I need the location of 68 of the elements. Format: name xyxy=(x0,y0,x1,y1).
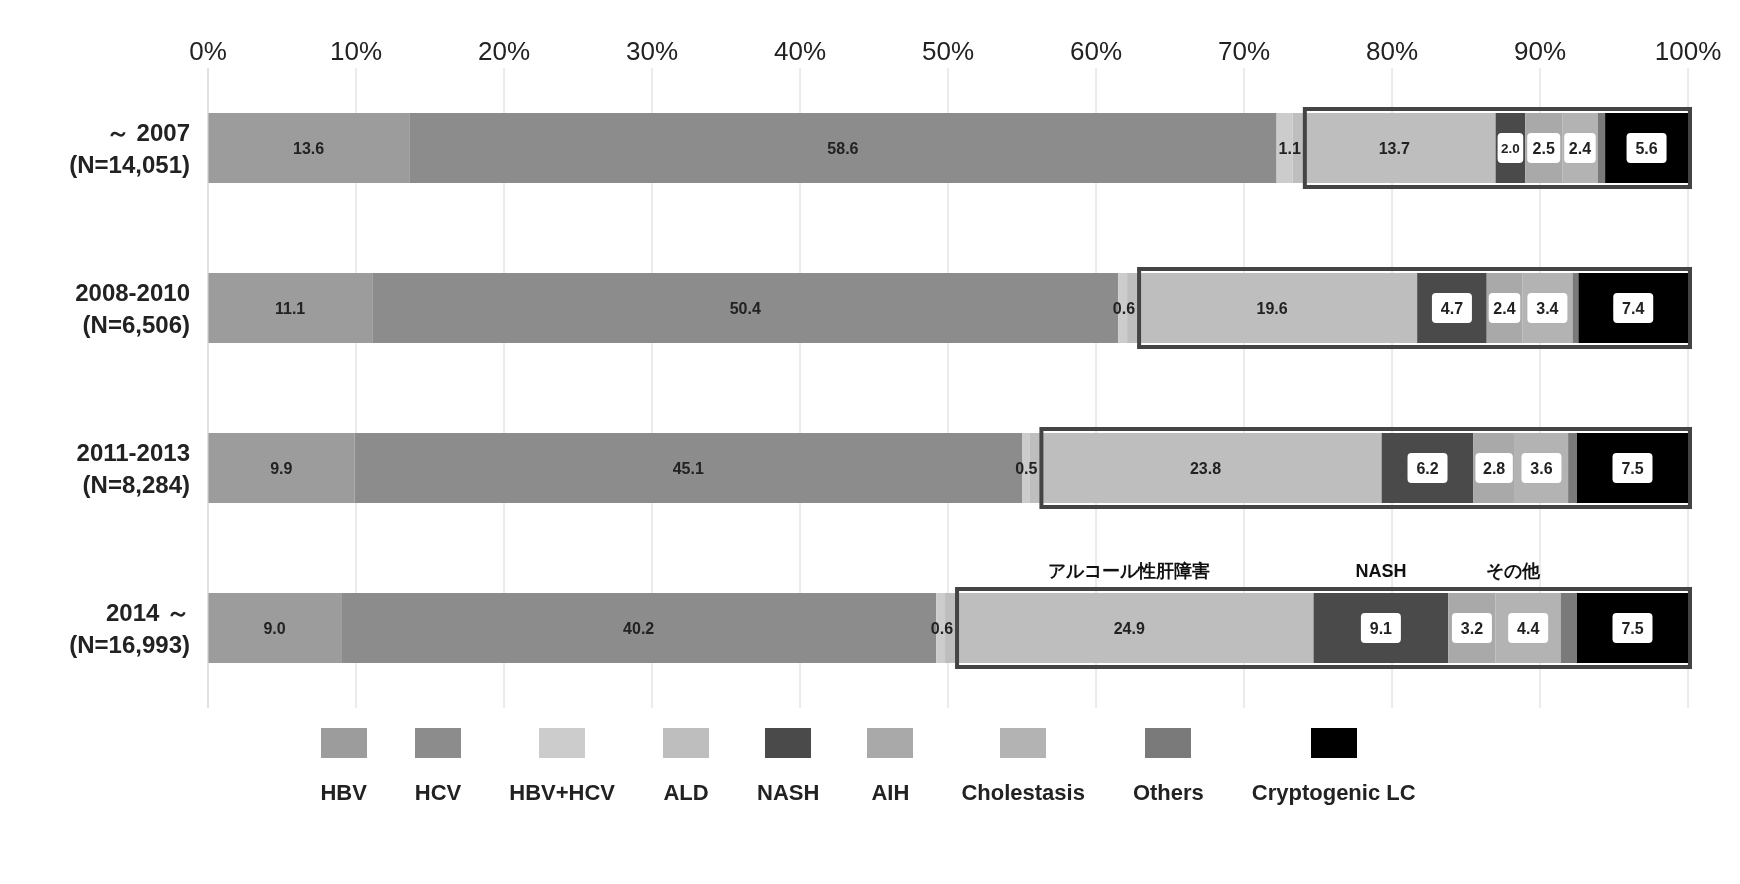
x-tick-label: 0% xyxy=(189,36,227,66)
x-tick-label: 90% xyxy=(1513,36,1567,66)
data-label: 1.1 xyxy=(1278,140,1301,157)
legend-label: AIH xyxy=(871,780,910,806)
data-label: 23.8 xyxy=(1189,459,1222,477)
data-label: 2.0 xyxy=(1501,140,1520,156)
legend-label: HBV xyxy=(320,780,367,806)
bar xyxy=(409,113,1277,183)
data-label: 58.6 xyxy=(827,139,859,157)
legend-label: NASH xyxy=(757,780,820,806)
bar xyxy=(208,593,342,663)
bar xyxy=(1560,593,1577,663)
x-tick-label: 50% xyxy=(921,36,975,66)
data-label: 40.2 xyxy=(623,619,655,637)
data-label: 45.1 xyxy=(672,459,704,477)
data-label: 4.4 xyxy=(1517,619,1540,637)
x-tick-label: 80% xyxy=(1365,36,1419,66)
data-label: 3.2 xyxy=(1460,619,1484,637)
y-tick-label: 2008-2010 (N=6,506) xyxy=(75,279,190,338)
y-tick-label: 2014 ～ (N=16,993) xyxy=(69,599,190,658)
bar xyxy=(1568,433,1577,503)
x-tick-label: 20% xyxy=(477,36,531,66)
data-label: 3.4 xyxy=(1536,299,1559,317)
data-label: 5.6 xyxy=(1635,139,1658,157)
legend-label: HCV xyxy=(414,780,462,806)
data-label: 24.9 xyxy=(1113,619,1145,637)
data-label: 9.0 xyxy=(263,619,286,637)
x-tick-label: 40% xyxy=(773,36,827,66)
data-label: 0.6 xyxy=(930,620,954,637)
annotation: その他 xyxy=(1485,561,1541,581)
data-label: 7.4 xyxy=(1622,299,1645,317)
legend-label: Cholestasis xyxy=(961,780,1085,806)
data-label: 4.7 xyxy=(1440,299,1464,317)
bar xyxy=(1313,593,1449,663)
data-label: 2.5 xyxy=(1532,139,1555,157)
data-label: 3.6 xyxy=(1530,459,1553,477)
data-label: 2.8 xyxy=(1482,459,1506,477)
bar xyxy=(208,433,355,503)
legend-label: ALD xyxy=(663,780,709,806)
data-label: 0.5 xyxy=(1015,460,1038,477)
data-label: 6.2 xyxy=(1416,459,1439,477)
data-label: 50.4 xyxy=(729,299,761,317)
x-tick-label: 10% xyxy=(329,36,383,66)
data-label: 9.1 xyxy=(1369,619,1393,637)
x-tick-label: 30% xyxy=(625,36,679,66)
y-tick-label: ～ 2007 (N=14,051) xyxy=(69,119,190,178)
data-label: 7.5 xyxy=(1621,619,1644,637)
x-tick-label: 70% xyxy=(1217,36,1271,66)
bar xyxy=(208,273,373,343)
x-tick-label: 100% xyxy=(1654,36,1722,66)
data-label: 7.5 xyxy=(1621,459,1644,477)
data-label: 13.6 xyxy=(293,139,325,157)
data-label: 9.9 xyxy=(270,459,293,477)
bar xyxy=(1597,113,1606,183)
annotation: アルコール性肝障害 xyxy=(1048,561,1211,581)
x-tick-label: 60% xyxy=(1069,36,1123,66)
legend-label: Others xyxy=(1132,780,1204,806)
bar xyxy=(208,113,410,183)
data-label: 11.1 xyxy=(275,299,306,317)
data-label: 0.6 xyxy=(1112,300,1136,317)
annotation: NASH xyxy=(1355,561,1407,581)
legend-label: HBV+HCV xyxy=(509,780,616,806)
data-label: 13.7 xyxy=(1378,139,1410,157)
data-label: 2.4 xyxy=(1568,139,1592,157)
y-tick-label: 2011-2013 (N=8,284) xyxy=(76,439,190,498)
data-label: 2.4 xyxy=(1493,299,1516,317)
legend-label: Cryptogenic LC xyxy=(1251,780,1416,806)
data-label: 19.6 xyxy=(1256,299,1288,317)
